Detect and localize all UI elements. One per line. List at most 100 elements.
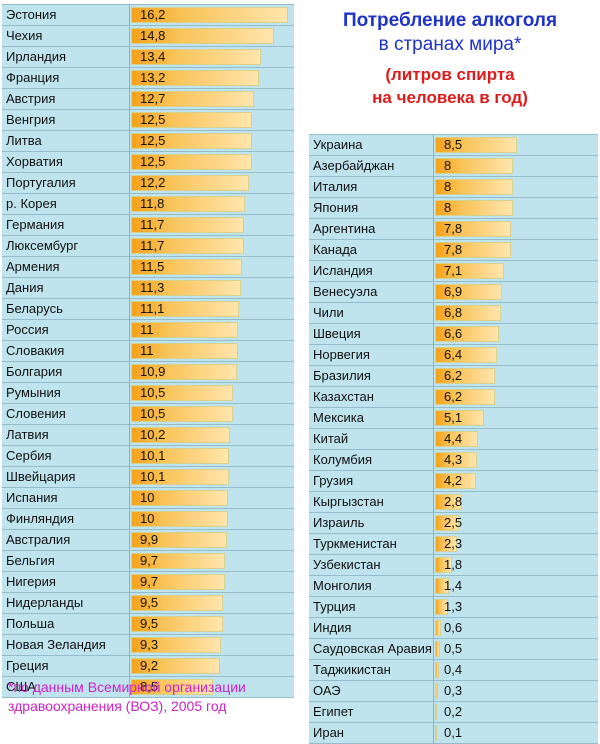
country-label: Сербия — [6, 448, 52, 463]
country-label: Китай — [313, 431, 349, 446]
country-label: Канада — [313, 242, 358, 257]
table-row: Новая Зеландия 9,3 — [2, 635, 294, 656]
value-bar — [131, 343, 238, 359]
value-label: 0,6 — [444, 620, 463, 635]
value-bar — [435, 725, 437, 741]
value-label: 9,2 — [140, 658, 159, 673]
table-row: Кыргызстан 2,8 — [309, 492, 598, 513]
country-label: Египет — [313, 704, 354, 719]
table-row: Дания 11,3 — [2, 278, 294, 299]
country-label: Турция — [313, 599, 356, 614]
value-label: 4,3 — [444, 452, 463, 467]
value-bar — [435, 347, 498, 363]
column-divider — [129, 614, 130, 634]
value-bar — [131, 406, 233, 422]
country-label: Словения — [6, 406, 66, 421]
value-bar — [435, 452, 477, 468]
chart-subtitle-line2: на человека в год) — [372, 88, 528, 107]
column-divider — [433, 660, 434, 680]
country-label: Индия — [313, 620, 352, 635]
country-label: Саудовская Аравия — [313, 641, 432, 656]
value-label: 0,1 — [444, 725, 463, 740]
value-bar — [131, 595, 224, 611]
table-row: Туркменистан 2,3 — [309, 534, 598, 555]
table-row: Украина 8,5 — [309, 134, 598, 156]
column-divider — [433, 408, 434, 428]
column-divider — [433, 219, 434, 239]
country-label: Азербайджан — [313, 158, 395, 173]
country-label: Бельгия — [6, 553, 55, 568]
country-label: Исландия — [313, 263, 373, 278]
footnote-line2: здравоохранения (ВОЗ), 2005 год — [8, 698, 227, 714]
country-label: Нигерия — [6, 574, 56, 589]
value-label: 2,3 — [444, 536, 463, 551]
value-bar — [131, 49, 261, 65]
country-label: Австрия — [6, 91, 56, 106]
chart-title: Потребление алкоголя — [342, 10, 558, 31]
country-label: Польша — [6, 616, 55, 631]
column-divider — [433, 555, 434, 575]
value-label: 1,8 — [444, 557, 463, 572]
column-divider — [129, 635, 130, 655]
value-label: 0,4 — [444, 662, 463, 677]
table-row: Саудовская Аравия 0,5 — [309, 639, 598, 660]
column-divider — [129, 68, 130, 88]
column-divider — [433, 534, 434, 554]
column-divider — [129, 677, 130, 697]
column-divider — [433, 387, 434, 407]
table-row: Словакия 11 — [2, 341, 294, 362]
column-divider — [129, 446, 130, 466]
column-divider — [433, 513, 434, 533]
country-label: Швеция — [313, 326, 361, 341]
value-label: 2,8 — [444, 494, 463, 509]
table-row: Сербия 10,1 — [2, 446, 294, 467]
table-row: Португалия 12,2 — [2, 173, 294, 194]
value-label: 11,8 — [140, 196, 165, 211]
country-label: Туркменистан — [313, 536, 397, 551]
country-label: Литва — [6, 133, 42, 148]
table-row: Беларусь 11,1 — [2, 299, 294, 320]
column-divider — [129, 26, 130, 46]
value-label: 9,7 — [140, 574, 159, 589]
value-bar — [435, 578, 449, 594]
country-label: Нидерланды — [6, 595, 84, 610]
table-row: Аргентина 7,8 — [309, 219, 598, 240]
table-row: Турция 1,3 — [309, 597, 598, 618]
column-divider — [433, 135, 434, 155]
table-row: Грузия 4,2 — [309, 471, 598, 492]
column-divider — [129, 404, 130, 424]
value-bar — [131, 28, 275, 44]
value-bar — [131, 7, 288, 23]
country-label: Латвия — [6, 427, 49, 442]
column-divider — [433, 282, 434, 302]
table-row: Нидерланды 9,5 — [2, 593, 294, 614]
country-label: Финляндия — [6, 511, 75, 526]
value-bar — [131, 574, 225, 590]
country-label: Чехия — [6, 28, 43, 43]
column-divider — [433, 492, 434, 512]
column-divider — [129, 257, 130, 277]
value-label: 12,2 — [140, 175, 166, 190]
country-label: Венгрия — [6, 112, 56, 127]
table-row: Таджикистан 0,4 — [309, 660, 598, 681]
country-label: Хорватия — [6, 154, 63, 169]
column-divider — [129, 530, 130, 550]
table-row: Армения 11,5 — [2, 257, 294, 278]
table-row: Азербайджан 8 — [309, 156, 598, 177]
value-bar — [435, 305, 501, 321]
table-row: Литва 12,5 — [2, 131, 294, 152]
value-bar — [435, 200, 513, 216]
country-label: Грузия — [313, 473, 354, 488]
value-label: 6,8 — [444, 305, 463, 320]
value-label: 8,5 — [140, 679, 159, 694]
country-label: Португалия — [6, 175, 76, 190]
value-label: 11 — [140, 322, 154, 337]
country-label: Ирландия — [6, 49, 67, 64]
table-row: Франция 13,2 — [2, 68, 294, 89]
table-row: Венесуэла 6,9 — [309, 282, 598, 303]
value-label: 12,5 — [140, 133, 166, 148]
table-row: Чехия 14,8 — [2, 26, 294, 47]
column-divider — [129, 110, 130, 130]
table-row: Бразилия 6,2 — [309, 366, 598, 387]
column-divider — [129, 467, 130, 487]
